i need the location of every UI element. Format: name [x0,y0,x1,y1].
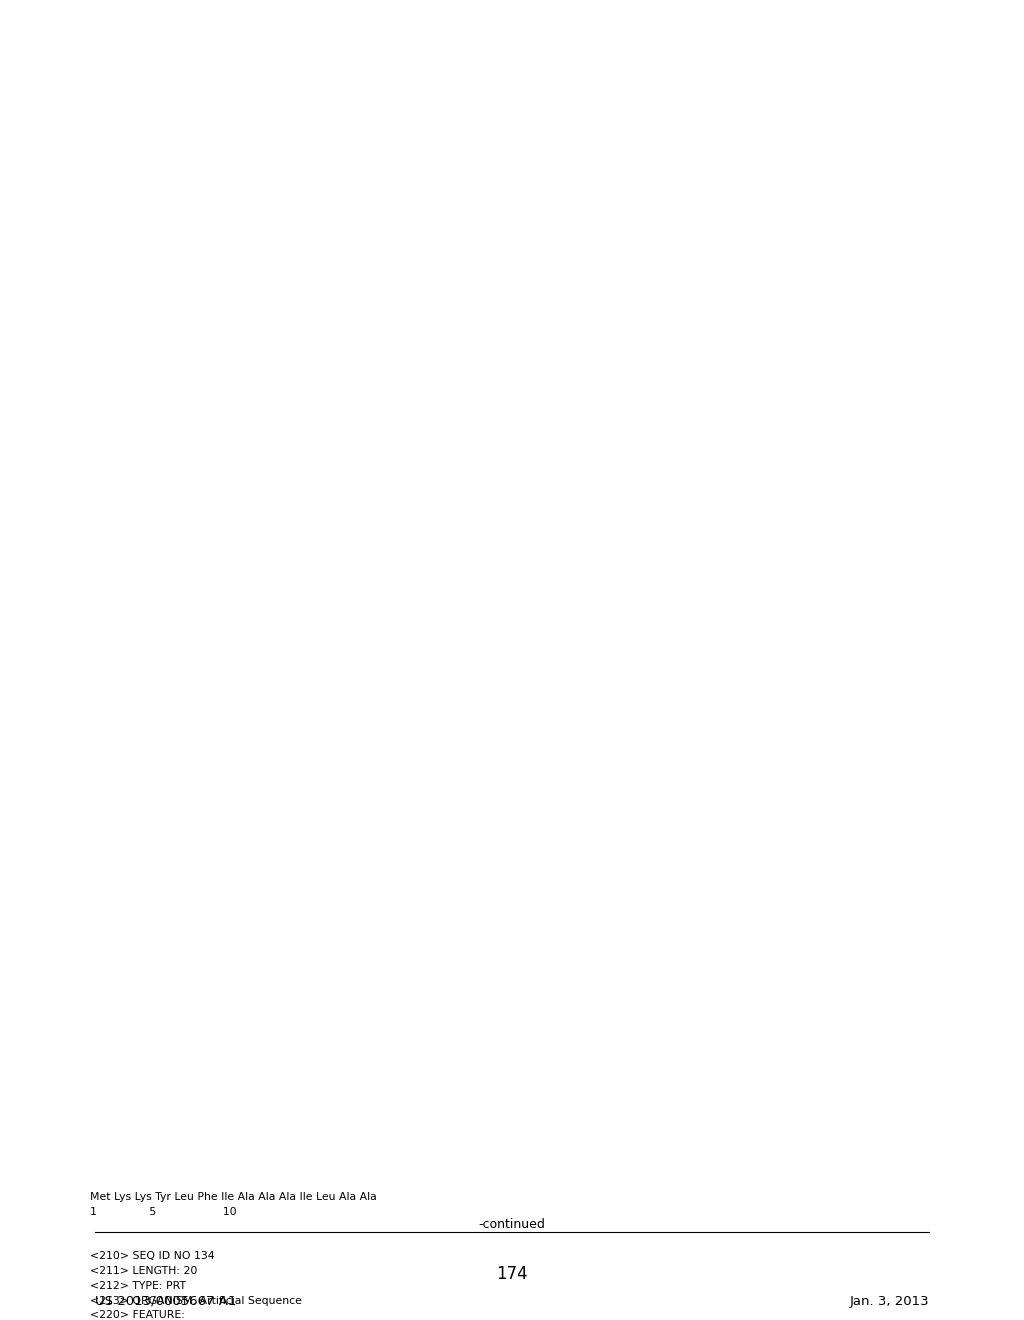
Text: Met Lys Lys Tyr Leu Phe Ile Ala Ala Ala Ile Leu Ala Ala: Met Lys Lys Tyr Leu Phe Ile Ala Ala Ala … [90,1192,377,1203]
Text: 1               5                   10: 1 5 10 [90,1206,237,1217]
Text: <213> ORGANISM: Artificial Sequence: <213> ORGANISM: Artificial Sequence [90,1296,302,1305]
Text: <211> LENGTH: 20: <211> LENGTH: 20 [90,1266,198,1276]
Text: <220> FEATURE:: <220> FEATURE: [90,1311,185,1320]
Text: Jan. 3, 2013: Jan. 3, 2013 [849,1295,929,1308]
Text: US 2013/0005667 A1: US 2013/0005667 A1 [95,1295,237,1308]
Text: 174: 174 [497,1265,527,1283]
Text: <212> TYPE: PRT: <212> TYPE: PRT [90,1280,186,1291]
Text: <210> SEQ ID NO 134: <210> SEQ ID NO 134 [90,1251,215,1261]
Text: -continued: -continued [478,1218,546,1232]
